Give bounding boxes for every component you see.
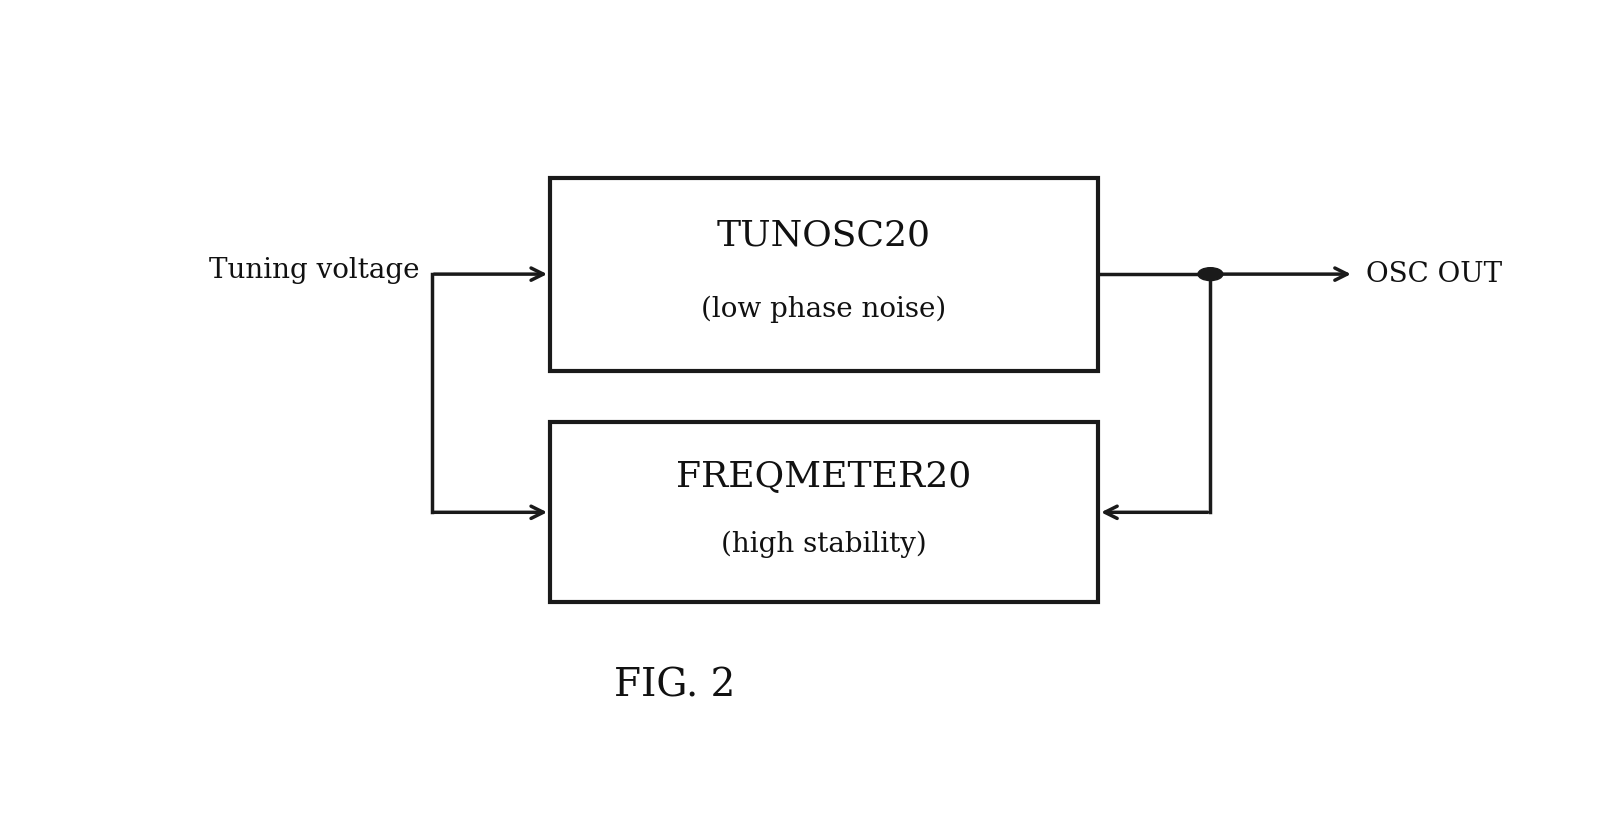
Text: (high stability): (high stability)	[722, 531, 926, 558]
Text: Tuning voltage: Tuning voltage	[209, 257, 419, 284]
Bar	[550, 422, 1098, 603]
Text: OSC OUT: OSC OUT	[1366, 261, 1501, 288]
Text: FIG. 2: FIG. 2	[614, 668, 734, 705]
Circle shape	[1197, 268, 1221, 281]
Text: FREQMETER20: FREQMETER20	[677, 460, 971, 494]
Text: TUNOSC20: TUNOSC20	[717, 218, 930, 252]
Bar	[550, 177, 1098, 370]
Text: (low phase noise): (low phase noise)	[701, 296, 947, 324]
